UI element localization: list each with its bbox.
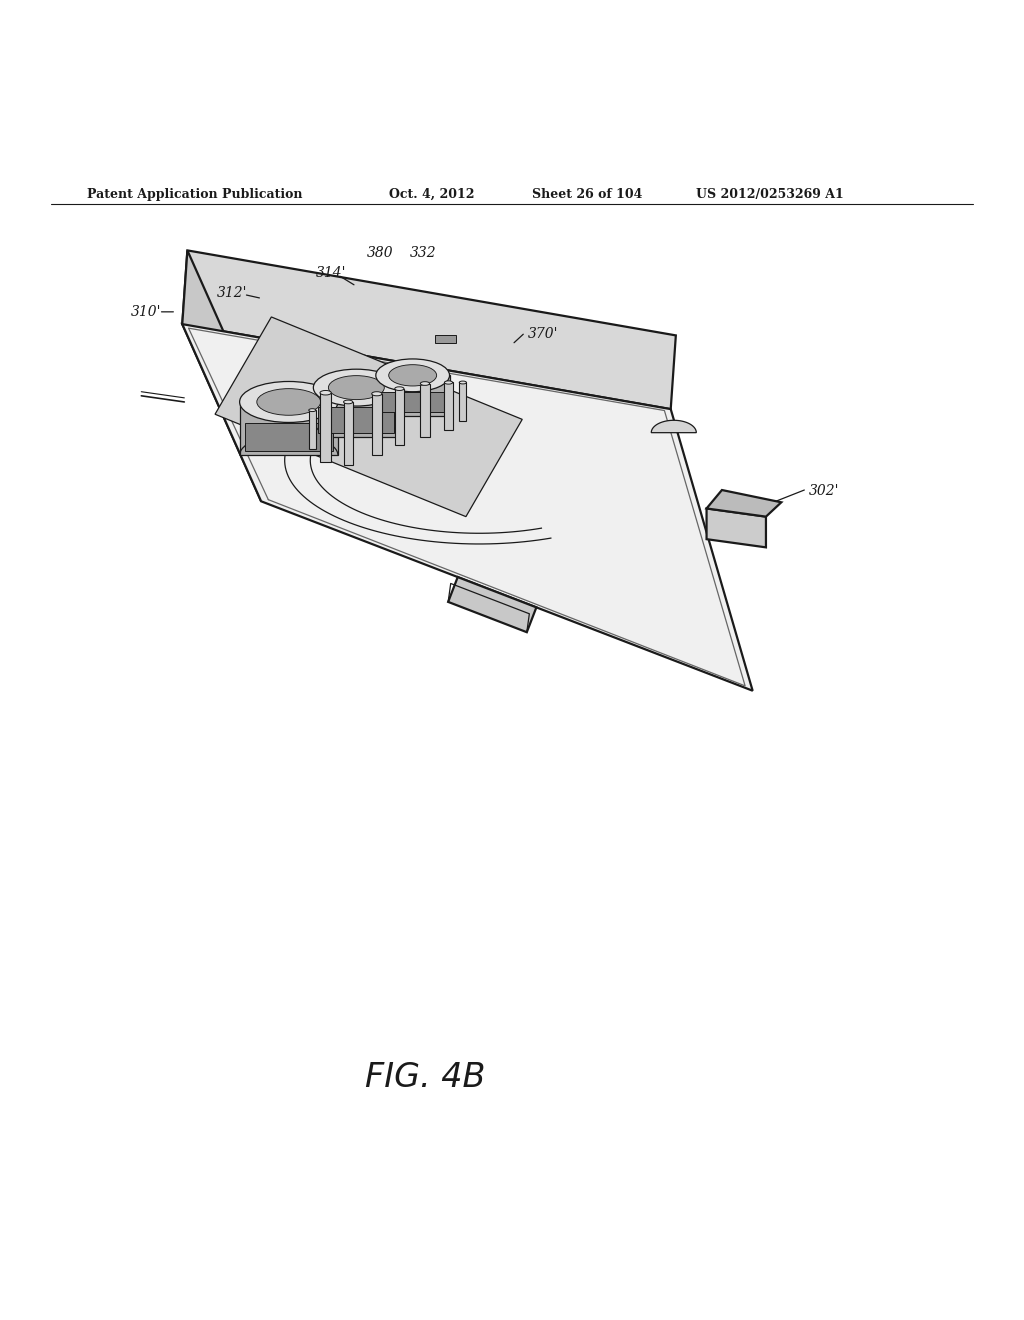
Text: 380: 380: [367, 247, 393, 260]
Bar: [395, 388, 403, 445]
Text: FIG. 4B: FIG. 4B: [365, 1061, 485, 1094]
Polygon shape: [182, 251, 266, 502]
Bar: [372, 393, 382, 455]
Bar: [444, 383, 453, 429]
Polygon shape: [707, 490, 781, 516]
Bar: [309, 411, 315, 449]
Text: Oct. 4, 2012: Oct. 4, 2012: [389, 187, 474, 201]
Ellipse shape: [240, 381, 338, 422]
Text: Sheet 26 of 104: Sheet 26 of 104: [532, 187, 643, 201]
Bar: [459, 383, 467, 421]
Polygon shape: [318, 408, 394, 433]
Polygon shape: [182, 325, 753, 690]
Bar: [344, 403, 352, 466]
Text: 314': 314': [315, 265, 346, 280]
Ellipse shape: [319, 391, 332, 395]
Polygon shape: [182, 251, 676, 409]
Ellipse shape: [372, 392, 382, 396]
Text: 370': 370': [274, 453, 305, 467]
Ellipse shape: [309, 409, 315, 412]
Text: 312': 312': [217, 286, 248, 301]
Polygon shape: [215, 317, 522, 516]
Polygon shape: [707, 508, 766, 548]
Bar: [420, 384, 430, 437]
Ellipse shape: [329, 376, 384, 400]
Polygon shape: [376, 375, 450, 416]
Bar: [435, 335, 456, 343]
Text: 302': 302': [809, 484, 840, 498]
Polygon shape: [381, 392, 444, 412]
Polygon shape: [245, 424, 333, 451]
Text: 370': 370': [527, 327, 558, 342]
Ellipse shape: [389, 364, 436, 385]
Text: US 2012/0253269 A1: US 2012/0253269 A1: [696, 187, 844, 201]
Polygon shape: [240, 403, 338, 455]
Polygon shape: [651, 420, 696, 433]
Text: Patent Application Publication: Patent Application Publication: [87, 187, 302, 201]
Ellipse shape: [257, 388, 321, 416]
Polygon shape: [313, 388, 399, 437]
Text: 310': 310': [131, 305, 162, 319]
Text: 332: 332: [410, 247, 436, 260]
Ellipse shape: [444, 381, 453, 384]
Polygon shape: [449, 577, 537, 632]
Bar: [319, 393, 332, 462]
Ellipse shape: [459, 381, 467, 384]
Ellipse shape: [376, 359, 450, 392]
Text: 300': 300': [732, 521, 763, 536]
Ellipse shape: [344, 400, 352, 404]
Ellipse shape: [395, 387, 403, 391]
Ellipse shape: [420, 381, 430, 385]
Ellipse shape: [313, 370, 399, 407]
